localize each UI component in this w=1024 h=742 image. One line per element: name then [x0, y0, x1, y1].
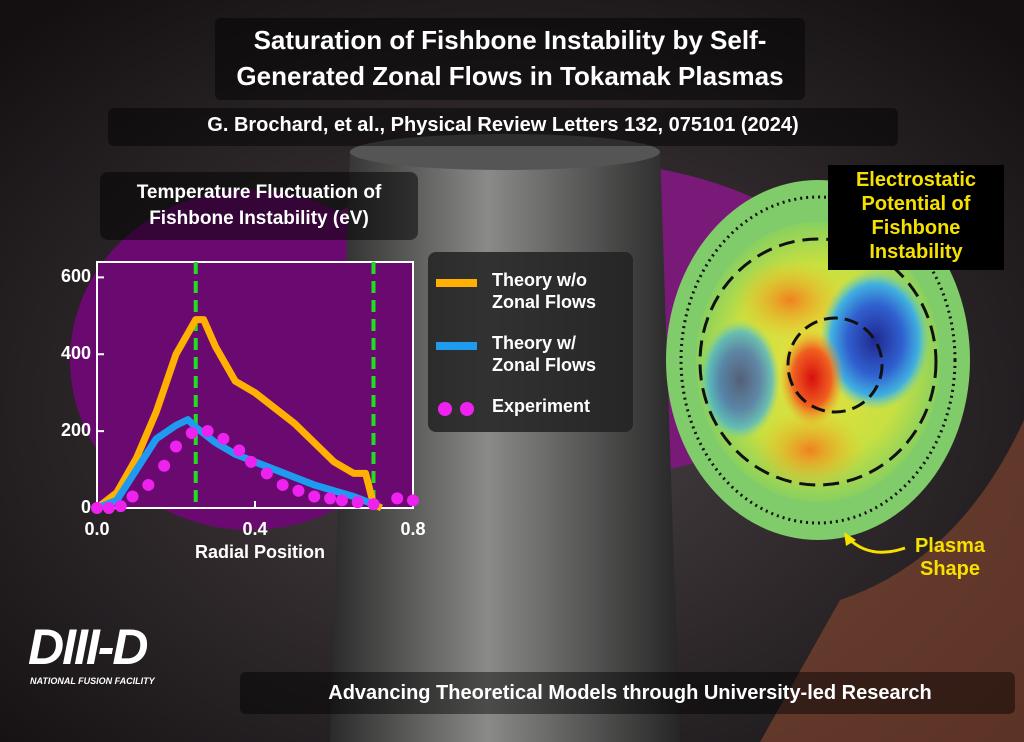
data-point — [367, 498, 380, 511]
data-point — [260, 467, 273, 480]
legend-marker — [438, 402, 452, 416]
data-point — [308, 490, 321, 503]
chart-title: Temperature Fluctuation of Fishbone Inst… — [136, 182, 382, 229]
data-point — [91, 502, 103, 514]
x-tick-label: 0.0 — [84, 519, 109, 539]
dashed-surface — [698, 237, 938, 487]
column-top — [350, 134, 660, 170]
legend-label: Experiment — [492, 396, 591, 416]
citation: G. Brochard, et al., Physical Review Let… — [207, 114, 799, 136]
data-point — [391, 492, 404, 505]
data-point — [292, 484, 305, 497]
y-tick-label: 600 — [61, 266, 91, 286]
y-tick-label: 400 — [61, 343, 91, 363]
x-tick-label: 0.4 — [242, 519, 267, 539]
data-point — [114, 500, 127, 513]
chart: 0 200 400 600 0.0 0.4 0.8 — [61, 261, 426, 539]
data-line — [95, 416, 375, 512]
legend-label: Theory w/ Zonal Flows — [492, 333, 597, 375]
chart-title-bg — [100, 172, 418, 240]
data-point — [276, 478, 289, 491]
data-point — [201, 425, 214, 438]
y-tick-label: 0 — [81, 497, 91, 517]
diagram-label: Electrostatic Potential of Fishbone Inst… — [855, 169, 977, 263]
footer-bg — [240, 672, 1015, 714]
data-point — [324, 492, 337, 505]
data-point — [102, 502, 115, 514]
potential-lobe — [735, 260, 845, 340]
diagram-label-bg — [828, 165, 1004, 270]
data-line — [94, 316, 383, 512]
data-point — [142, 478, 155, 491]
data-point — [217, 432, 230, 445]
data-point — [245, 455, 258, 468]
data-point — [158, 459, 171, 472]
potential-negative — [700, 320, 780, 440]
legend-marker — [460, 402, 474, 416]
page-title: Saturation of Fishbone Instability by Se… — [236, 25, 784, 91]
logo: DIII-D — [28, 619, 149, 675]
data-point — [407, 494, 419, 507]
x-axis-label: Radial Position — [194, 542, 326, 562]
logo-subtitle: NATIONAL FUSION FACILITY — [30, 676, 155, 686]
x-tick-label: 0.8 — [400, 519, 425, 539]
data-point — [351, 496, 364, 509]
y-tick-label: 200 — [61, 420, 91, 440]
citation-bg — [108, 108, 898, 146]
dotted-boundary — [679, 195, 957, 525]
shape-arrowhead — [844, 532, 856, 546]
shape-label: Plasma Shape — [914, 535, 986, 580]
legend-label: Theory w/o Zonal Flows — [492, 270, 597, 312]
data-point — [126, 490, 139, 503]
potential-lobe — [755, 410, 865, 490]
plot-area — [96, 261, 414, 509]
legend-bg — [428, 252, 633, 432]
footer: Advancing Theoretical Models through Uni… — [328, 682, 932, 704]
data-point — [335, 494, 348, 507]
dashed-surface — [786, 316, 884, 414]
data-point — [233, 444, 246, 457]
potential-positive — [780, 330, 844, 426]
data-point — [185, 427, 198, 440]
potential-negative — [820, 270, 930, 410]
data-point — [170, 440, 182, 453]
title-bg — [215, 18, 805, 100]
wall-glow — [760, 420, 1024, 742]
